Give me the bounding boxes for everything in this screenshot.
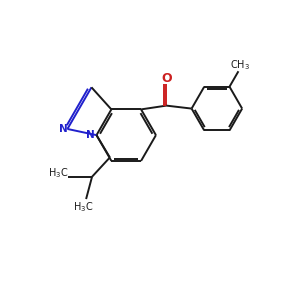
- Text: H$_3$C: H$_3$C: [48, 166, 68, 180]
- Text: N: N: [85, 130, 94, 140]
- Text: H$_3$C: H$_3$C: [73, 200, 93, 214]
- Text: CH$_3$: CH$_3$: [230, 58, 250, 72]
- Text: N: N: [58, 124, 67, 134]
- Text: O: O: [161, 72, 172, 85]
